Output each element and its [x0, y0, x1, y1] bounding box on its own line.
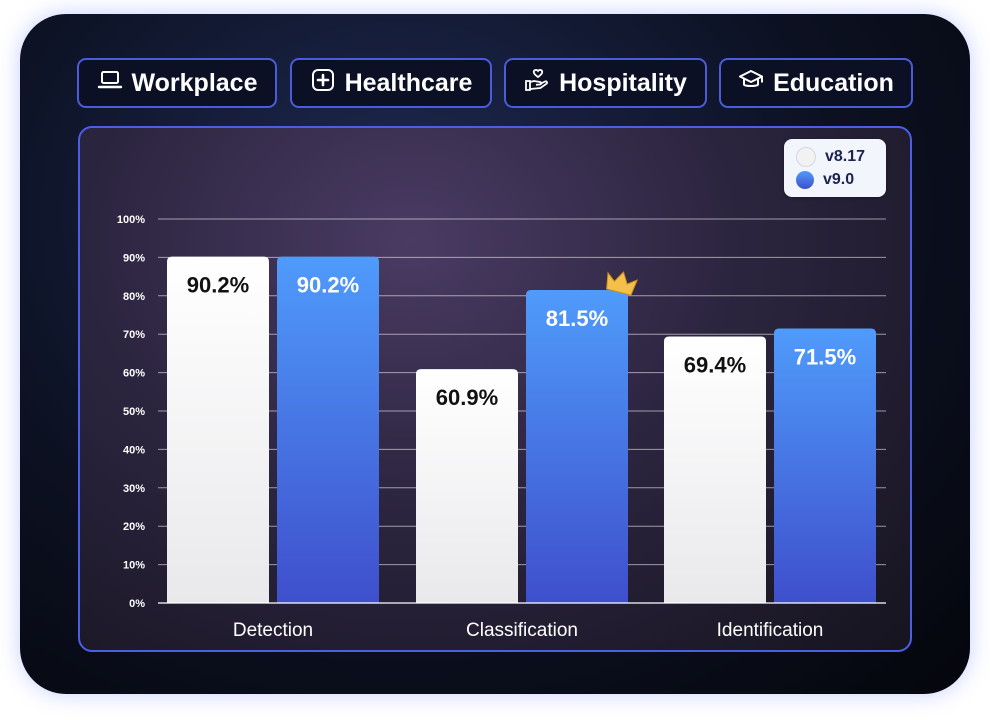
legend-label: v8.17 [825, 148, 866, 165]
laptop-icon [97, 67, 123, 100]
bar-v817-classification [416, 369, 518, 603]
y-tick-label: 0% [129, 598, 145, 610]
y-tick-label: 10% [123, 560, 145, 572]
x-category-label: Classification [466, 620, 578, 641]
y-tick-label: 30% [123, 483, 145, 495]
data-label: 60.9% [436, 385, 498, 410]
x-category-label: Identification [717, 620, 824, 641]
data-label: 71.5% [794, 344, 856, 369]
y-tick-label: 90% [123, 252, 145, 264]
x-category-label: Detection [233, 620, 313, 641]
tab-education[interactable]: Education [719, 58, 913, 108]
y-tick-label: 60% [123, 368, 145, 380]
bar-v817-identification [664, 336, 766, 603]
tab-healthcare[interactable]: Healthcare [290, 58, 492, 108]
tab-label: Healthcare [344, 68, 473, 97]
legend-swatch-v817 [796, 147, 816, 167]
data-label: 90.2% [187, 273, 249, 298]
tab-workplace[interactable]: Workplace [77, 58, 277, 108]
hand-heart-icon [524, 67, 550, 100]
tab-label: Hospitality [559, 68, 687, 97]
data-label: 90.2% [297, 273, 359, 298]
y-tick-label: 100% [117, 214, 145, 226]
legend-swatch-v90 [796, 171, 814, 189]
bar-v817-detection [167, 256, 269, 603]
medical-cross-icon [310, 67, 336, 100]
y-tick-label: 20% [123, 521, 145, 533]
legend-entry-v90: v9.0 [796, 171, 854, 189]
y-tick-label: 70% [123, 329, 145, 341]
y-tick-label: 80% [123, 291, 145, 303]
tab-hospitality[interactable]: Hospitality [504, 58, 707, 108]
data-label: 69.4% [684, 353, 746, 378]
tab-label: Education [773, 68, 894, 97]
legend-entry-v817: v8.17 [796, 147, 865, 167]
bar-v90-identification [774, 328, 876, 603]
data-label: 81.5% [546, 306, 608, 331]
y-tick-label: 40% [123, 444, 145, 456]
y-tick-label: 50% [123, 406, 145, 418]
tab-label: Workplace [131, 68, 258, 97]
bar-v90-classification [526, 290, 628, 603]
chart-legend: v8.17 v9.0 [784, 139, 886, 197]
bar-v90-detection [277, 256, 379, 603]
legend-label: v9.0 [823, 171, 855, 188]
graduation-cap-icon [738, 67, 764, 100]
crown-icon [606, 271, 639, 296]
